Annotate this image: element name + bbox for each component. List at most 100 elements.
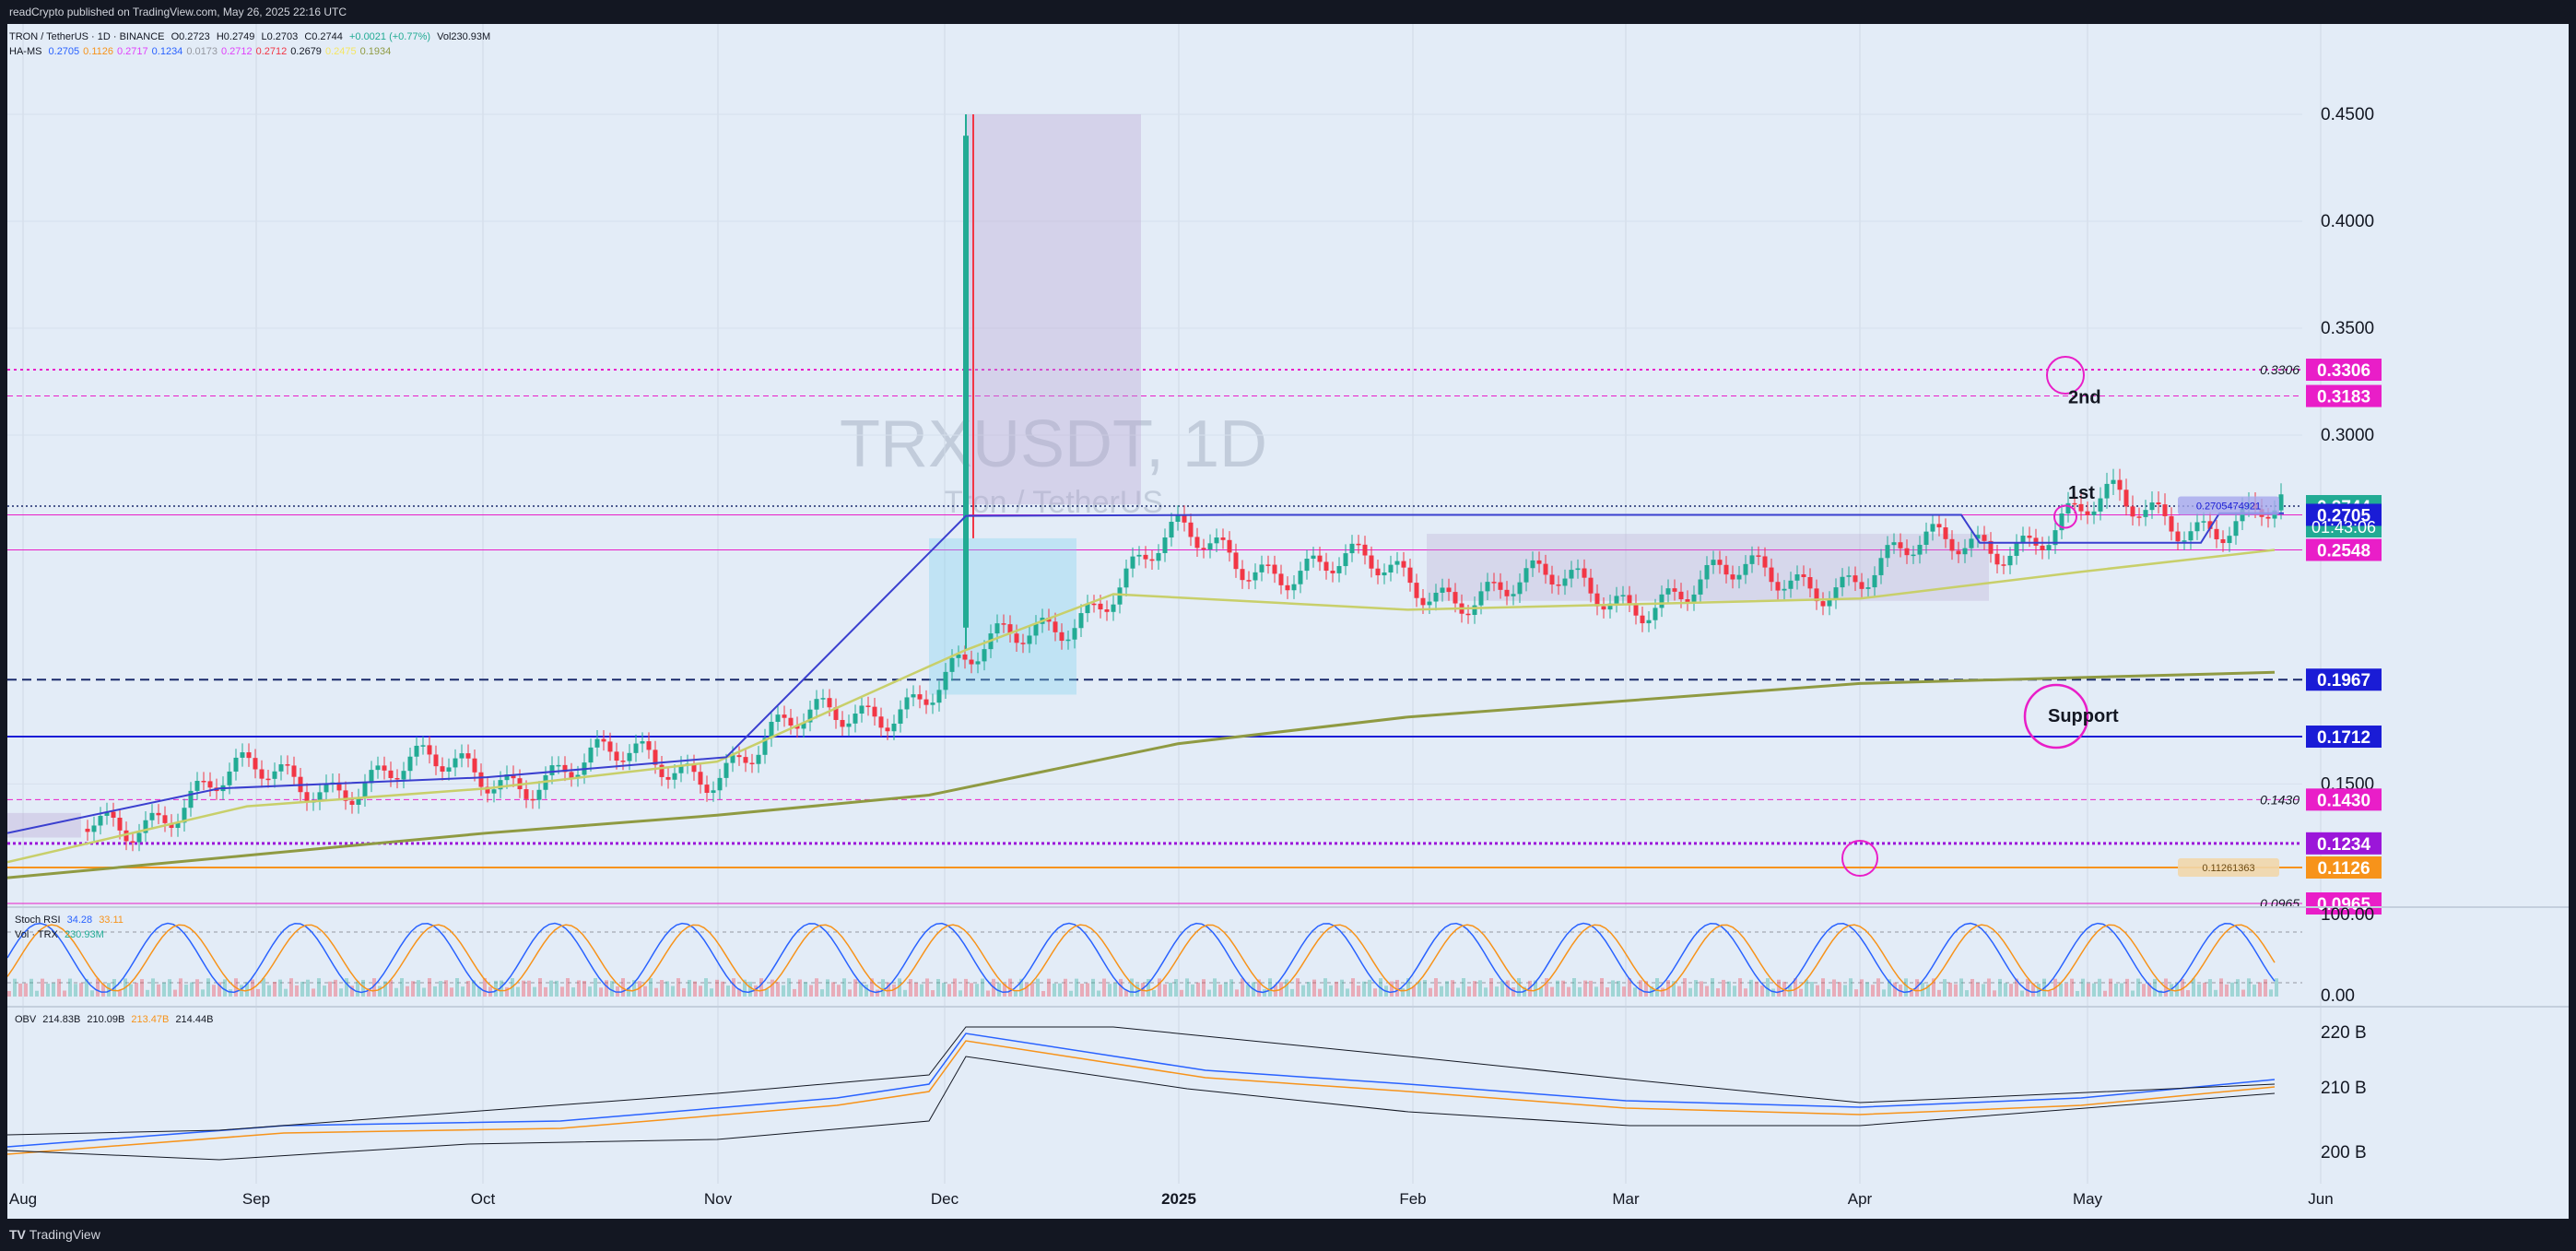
chart-area[interactable]: TRXUSDT, 1D Tron / TetherUS Aug Sep Oct Nov De… [7, 24, 2569, 1219]
volume-bar [1661, 987, 1664, 997]
candle-body [1123, 568, 1129, 588]
volume-bar [1965, 990, 1969, 997]
volume-bar [46, 984, 50, 997]
volume-bar [865, 985, 868, 997]
volume-bar [1047, 978, 1051, 997]
volume-bar [1810, 982, 1814, 997]
volume-bar [682, 987, 686, 997]
candle-body [1530, 560, 1535, 569]
volume-bar [184, 985, 188, 997]
candle-body [827, 698, 832, 708]
volume-bar [1672, 981, 1676, 997]
hams-yellow-line [7, 549, 2276, 864]
chart-svg[interactable]: TRXUSDT, 1D Tron / TetherUS Aug Sep Oct Nov De… [7, 24, 2569, 1219]
candle-body [1304, 559, 1310, 572]
candle-body [485, 786, 490, 794]
volume-bar [2186, 990, 2190, 997]
tradingview-logo-icon[interactable]: TV [9, 1227, 29, 1242]
candle-body [336, 782, 342, 791]
stoch-legend: Stoch RSI 34.28 33.11 [15, 915, 127, 926]
candle-body [1485, 582, 1490, 592]
candle-body [2227, 536, 2232, 544]
volume-bar [1633, 987, 1637, 997]
hams-value: 0.0173 [186, 46, 218, 57]
hams-value: 0.2717 [117, 46, 148, 57]
volume-bar [500, 980, 503, 997]
volume-bar [1993, 990, 1996, 997]
candle-body [2065, 502, 2071, 513]
candle-body [1691, 594, 1697, 603]
candle-body [1891, 542, 1897, 546]
volume-bar [1843, 985, 1847, 997]
watermark-symbol: TRXUSDT, 1D [840, 407, 1267, 481]
volume-bar [1329, 985, 1333, 997]
price-axis-label-bg [2306, 856, 2382, 879]
candle-body [1665, 588, 1671, 595]
candle-body [1420, 597, 1426, 606]
candle-body [975, 661, 981, 665]
candle-body [1562, 578, 1568, 586]
volume-bar [853, 979, 857, 997]
volume-bar [90, 990, 94, 997]
candle-body [1898, 542, 1903, 549]
candle-body [794, 726, 800, 729]
candle-body [840, 719, 845, 727]
hams-value: 0.1934 [359, 46, 392, 57]
volume-bar [179, 978, 182, 997]
candle-body [175, 822, 181, 829]
volume-bar [273, 982, 276, 997]
candle-body [1091, 603, 1097, 606]
volume-bar [726, 985, 730, 997]
candle-body [1730, 574, 1735, 580]
volume-bar [1086, 983, 1089, 997]
volume-bar [2197, 984, 2201, 997]
candle-body [253, 758, 258, 770]
volume-bar [881, 979, 885, 997]
candle-body [1001, 623, 1006, 625]
volume-bar [815, 978, 818, 997]
volume-bar [1456, 987, 1460, 997]
candle-body [375, 765, 381, 771]
candle-body [1433, 592, 1439, 602]
obv-name: OBV [15, 1014, 37, 1025]
candle-body [1382, 572, 1387, 576]
volume-bar [2264, 979, 2267, 997]
candle-body [601, 738, 606, 742]
candle-body [723, 762, 729, 778]
candle-body [323, 783, 329, 793]
volume-bar [754, 985, 758, 997]
price-axis-label-bg [2306, 359, 2382, 382]
candle-body [1736, 574, 1742, 580]
candle-body [2117, 479, 2123, 490]
volume-bar [256, 988, 260, 997]
volume-bar [162, 982, 166, 997]
candle-body [1788, 580, 1794, 589]
obv-tick-label: 200 B [2321, 1143, 2367, 1162]
candle-body [2078, 503, 2084, 512]
volume-bar [1888, 979, 1891, 997]
candle-body [382, 765, 387, 771]
volume-bar [1451, 980, 1454, 997]
candle-body [1653, 608, 1658, 620]
volume-bar [1346, 988, 1349, 997]
price-tick-label: 0.3000 [2321, 426, 2374, 445]
price-axis-label-bg [2306, 503, 2382, 526]
obv-tick-label: 220 B [2321, 1023, 2367, 1043]
candle-body [736, 755, 742, 758]
candle-body [2182, 540, 2187, 542]
footer-brand[interactable]: TradingView [29, 1227, 100, 1242]
candle-body [898, 709, 903, 724]
hams-legend: HA-MS 0.2705 0.1126 0.2717 0.1234 0.0173 0.27… [9, 46, 394, 57]
candle-body [627, 752, 632, 761]
volume-bar [173, 989, 177, 997]
volume-bar [693, 981, 697, 997]
volume-bar [809, 985, 813, 997]
volume-bar [2048, 990, 2052, 997]
volume-bar [1196, 982, 1200, 997]
supply-zone [966, 114, 1141, 505]
volume-bar [1152, 990, 1156, 997]
volume-bar [787, 978, 791, 997]
spike-body [963, 136, 969, 628]
candle-body [1098, 603, 1103, 610]
volume-bar [599, 987, 603, 997]
